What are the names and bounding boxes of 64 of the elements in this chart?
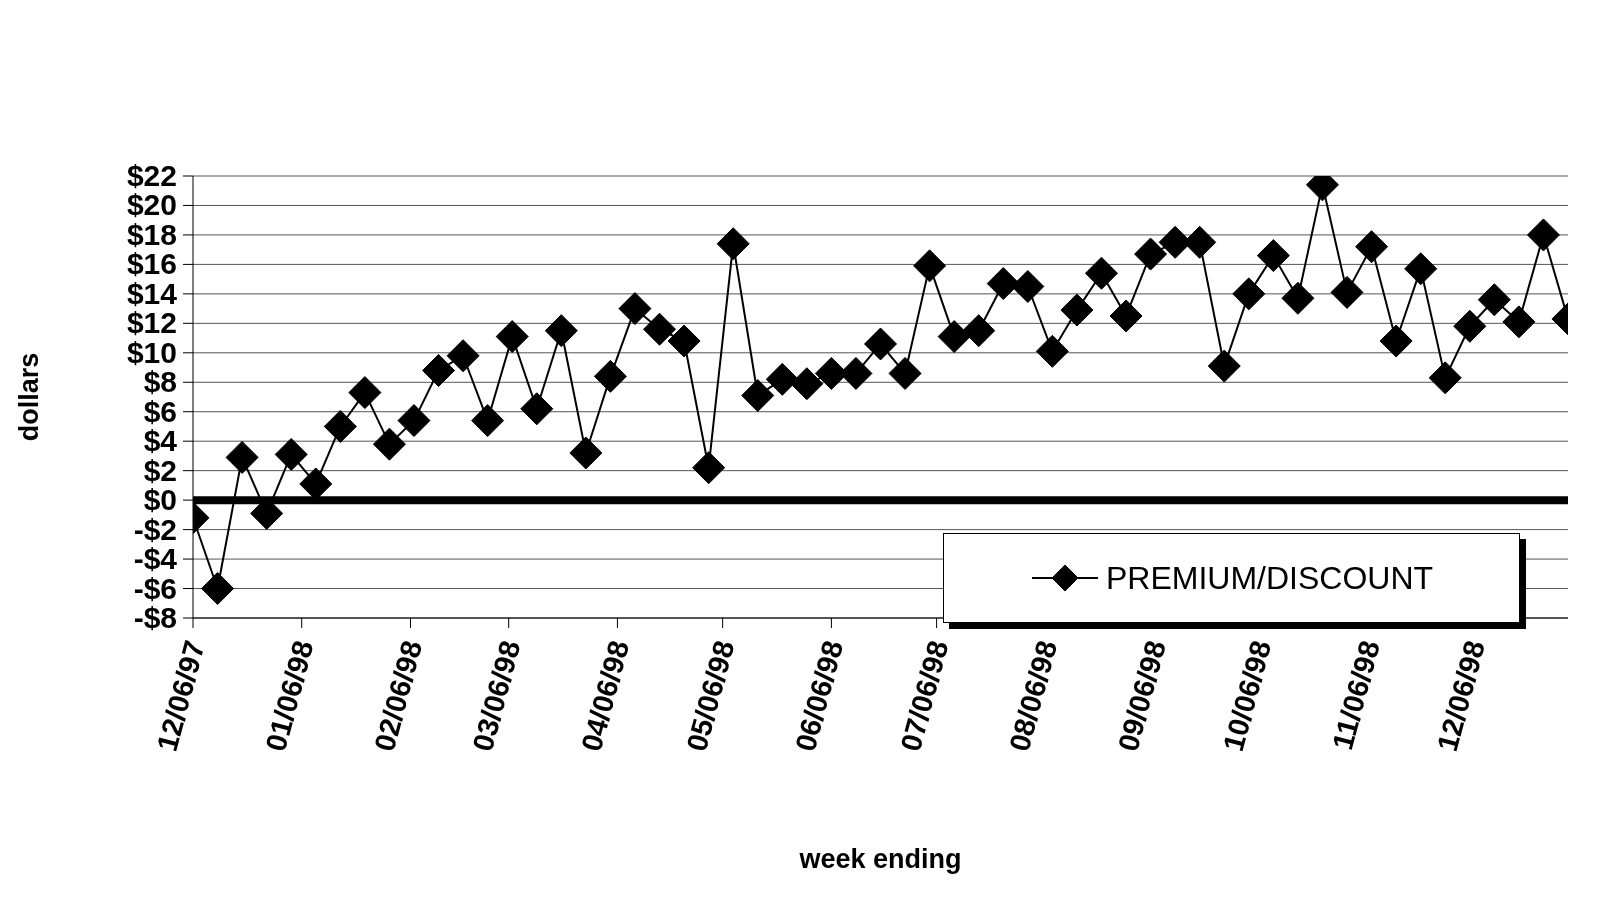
point [1281, 281, 1315, 315]
x-tick-label: 12/06/98 [1430, 637, 1492, 755]
point [1134, 237, 1168, 271]
y-axis-title: dollars [13, 352, 44, 442]
x-axis-title: week ending [798, 844, 962, 874]
x-tick-label: 09/06/98 [1111, 637, 1172, 755]
point [643, 312, 677, 346]
x-tick-label: 01/06/98 [259, 637, 320, 755]
point [1084, 256, 1118, 290]
point [692, 451, 726, 485]
point [520, 392, 554, 426]
point [937, 320, 971, 354]
x-tick-label: 05/06/98 [680, 637, 741, 755]
point [422, 353, 456, 387]
point [618, 292, 652, 326]
point [1011, 270, 1045, 303]
point [913, 249, 947, 283]
point [544, 314, 578, 348]
point [1330, 275, 1364, 309]
point [372, 427, 406, 461]
point [716, 227, 750, 261]
point [593, 359, 627, 393]
point [225, 440, 259, 474]
point [864, 327, 897, 361]
point [569, 436, 603, 470]
x-tick-label: 04/06/98 [575, 637, 636, 755]
point [1109, 299, 1143, 333]
point [323, 409, 357, 443]
point [1379, 324, 1413, 358]
x-tick-label: 03/06/98 [466, 637, 527, 755]
point [397, 404, 431, 438]
point [201, 572, 235, 606]
point [1232, 277, 1266, 311]
point [1355, 230, 1389, 264]
point [1060, 293, 1094, 327]
point [1207, 349, 1241, 383]
x-tick-label: 08/06/98 [1003, 637, 1064, 755]
x-tick-label: 11/06/98 [1326, 637, 1386, 754]
point [1035, 334, 1069, 368]
point [1453, 309, 1487, 343]
x-tick-label: 10/06/98 [1216, 637, 1278, 755]
point [1477, 283, 1511, 317]
point [667, 324, 701, 358]
point [962, 314, 996, 348]
point [471, 404, 505, 438]
point [1256, 239, 1290, 273]
x-tick-label: 02/06/98 [368, 637, 429, 755]
legend-label: PREMIUM/DISCOUNT [1105, 559, 1434, 597]
point [986, 267, 1020, 301]
point [495, 320, 529, 354]
point [765, 362, 799, 396]
point [274, 437, 308, 471]
point [1502, 305, 1536, 339]
point [446, 339, 480, 373]
point [1404, 252, 1438, 286]
point [1428, 361, 1462, 395]
x-tick-label: 12/06/97 [150, 637, 211, 755]
point [741, 379, 775, 413]
x-tick-label: 06/06/98 [789, 637, 850, 755]
point [790, 367, 824, 401]
point [348, 376, 382, 410]
point [888, 356, 922, 390]
point [1526, 218, 1560, 252]
x-tick-label: 07/06/98 [894, 637, 955, 755]
